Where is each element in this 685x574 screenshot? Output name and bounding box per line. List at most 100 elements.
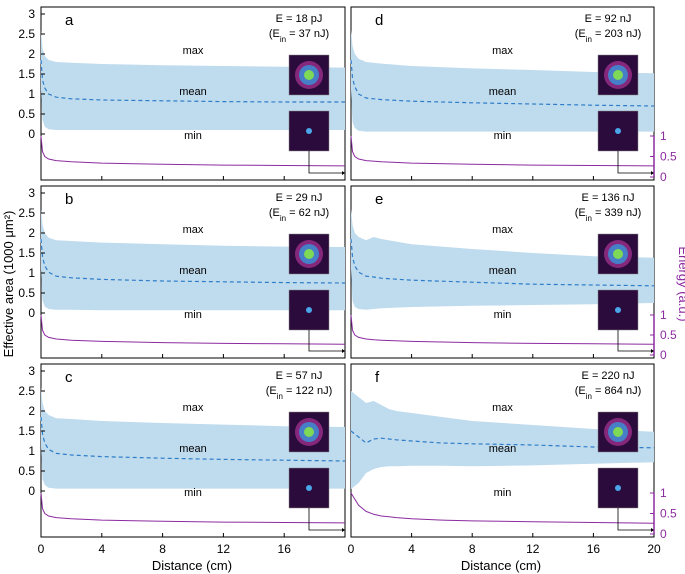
energy-value: E = 220 nJ — [582, 370, 635, 382]
energy-line — [40, 135, 346, 167]
inset-pointer-arrow — [342, 171, 345, 175]
energy-tick-label: 1 — [660, 129, 667, 143]
max-min-band — [41, 209, 345, 311]
x-tick-label: 20 — [647, 542, 661, 556]
y-tick-label: 0 — [28, 127, 35, 141]
label-max: max — [183, 402, 204, 414]
beam-profile-min-spot — [306, 485, 312, 491]
beam-profile-min-spot — [306, 128, 312, 134]
energy-value: E = 18 pJ — [276, 13, 323, 25]
energy-input-value: (Ein = 62 nJ) — [269, 207, 329, 223]
label-min: min — [494, 130, 512, 142]
energy-line — [350, 492, 655, 524]
label-max: max — [183, 224, 204, 236]
beam-profile-core — [304, 249, 314, 259]
y-axis-title-right: Energy (a.u.) — [676, 246, 685, 321]
mean-line — [40, 416, 346, 462]
panel-d: 0 0.5 1 d E = 92 nJ (Ein = 203 nJ) max mean min — [350, 6, 677, 184]
y-tick-label: 1.5 — [18, 246, 35, 260]
label-min: min — [494, 309, 512, 321]
inset-pointer-arrow — [342, 528, 345, 532]
energy-tick-label: 0 — [660, 170, 667, 184]
max-min-band — [41, 387, 345, 489]
x-tick-label: 12 — [526, 542, 540, 556]
y-tick-label: 3 — [28, 186, 35, 200]
x-tick-label: 16 — [587, 542, 601, 556]
label-mean: mean — [489, 86, 517, 98]
mean-line — [350, 430, 655, 449]
y-tick-label: 1 — [28, 87, 35, 101]
panel-b: 0 0.5 1 1.5 2 2.5 3 b E = 29 nJ (Ein = 62 nJ) max m… — [18, 185, 346, 359]
inset-pointer — [617, 330, 651, 352]
max-min-band — [351, 391, 654, 489]
y-tick-label: 0.5 — [18, 464, 35, 478]
panel-f: 0 0.5 1 0 4 8 12 16 20 f E = 220 nJ (Ein = 864 nJ) m… — [348, 363, 677, 556]
inset-pointer-arrow — [342, 349, 345, 353]
x-tick-label: 0 — [38, 542, 45, 556]
label-mean: mean — [179, 265, 207, 277]
label-max: max — [492, 224, 513, 236]
inset-pointer — [308, 151, 342, 174]
inset-pointer — [308, 508, 342, 531]
panel-label: b — [65, 191, 73, 208]
inset-pointer — [617, 151, 651, 174]
beam-profile-min-spot — [615, 128, 621, 134]
label-min: min — [184, 309, 202, 321]
y-tick-label: 3 — [28, 364, 35, 378]
mean-line — [40, 59, 345, 103]
label-mean: mean — [489, 265, 517, 277]
x-tick-label: 0 — [348, 542, 355, 556]
label-min: min — [184, 487, 202, 499]
label-mean: mean — [179, 86, 207, 98]
panel-e: 0 0.5 1 e E = 136 nJ (Ein = 339 nJ) max mean min — [350, 185, 677, 362]
label-mean: mean — [489, 443, 517, 455]
energy-tick-label: 0.5 — [660, 507, 677, 521]
beam-profile-core — [613, 70, 623, 80]
energy-tick-label: 1 — [660, 486, 667, 500]
max-min-band — [351, 30, 654, 132]
label-max: max — [183, 45, 204, 57]
y-tick-label: 0 — [28, 484, 35, 498]
energy-line — [350, 314, 655, 345]
energy-input-value: (Ein = 37 nJ) — [269, 28, 329, 44]
mean-line — [350, 238, 655, 287]
label-max: max — [492, 45, 513, 57]
label-min: min — [184, 130, 202, 142]
y-tick-label: 1.5 — [18, 424, 35, 438]
panel-label: e — [375, 191, 383, 208]
y-tick-label: 0 — [28, 306, 35, 320]
beam-profile-core — [304, 70, 314, 80]
label-min: min — [494, 487, 512, 499]
energy-line — [350, 135, 655, 167]
y-tick-label: 2 — [28, 47, 35, 61]
energy-tick-label: 0.5 — [660, 328, 677, 342]
y-tick-label: 0.5 — [18, 107, 35, 121]
y-tick-label: 1 — [28, 444, 35, 458]
panel-label: d — [375, 12, 383, 29]
energy-input-value: (Ein = 203 nJ) — [575, 28, 641, 44]
energy-tick-label: 0.5 — [660, 150, 677, 164]
energy-line — [40, 492, 346, 524]
beam-profile-core — [613, 427, 623, 437]
beam-profile-core — [304, 427, 314, 437]
y-tick-label: 1.5 — [18, 67, 35, 81]
inset-pointer-arrow — [651, 528, 654, 532]
panel-label: c — [65, 369, 73, 386]
y-tick-label: 2 — [28, 226, 35, 240]
energy-input-value: (Ein = 122 nJ) — [266, 385, 332, 401]
inset-pointer — [617, 508, 651, 531]
x-tick-label: 8 — [469, 542, 476, 556]
y-tick-label: 0.5 — [18, 286, 35, 300]
max-min-band — [41, 30, 345, 130]
label-max: max — [492, 402, 513, 414]
x-axis-title-left: Distance (cm) — [152, 558, 232, 573]
energy-value: E = 136 nJ — [582, 192, 635, 204]
y-tick-label: 2 — [28, 404, 35, 418]
inset-pointer — [308, 330, 342, 352]
energy-input-value: (Ein = 864 nJ) — [575, 385, 641, 401]
panels: 0 0.5 1 1.5 2 2.5 3 a E = 18 pJ (Ein = 37 nJ) max m… — [18, 6, 677, 556]
y-tick-label: 2.5 — [18, 384, 35, 398]
energy-tick-label: 1 — [660, 308, 667, 322]
x-axis-title-right: Distance (cm) — [461, 558, 541, 573]
